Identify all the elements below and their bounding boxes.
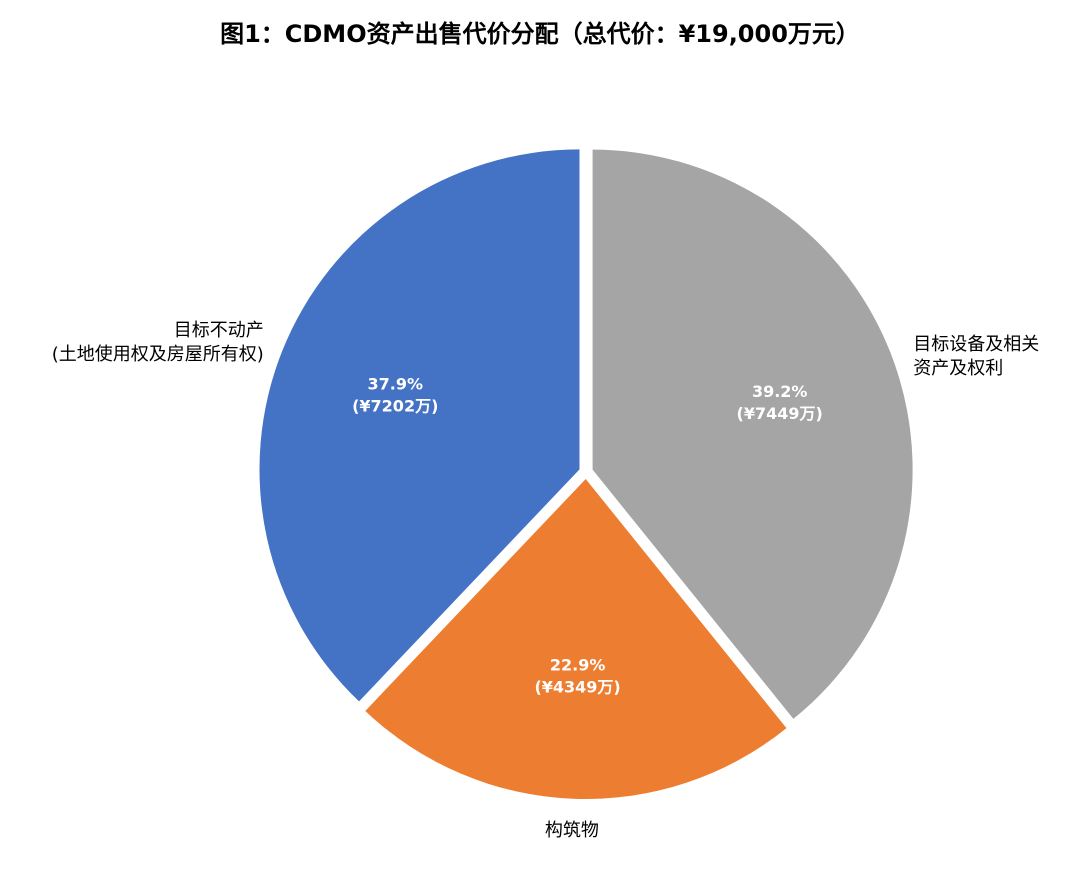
category-label: 目标设备及相关 资产及权利 — [913, 333, 1040, 379]
value-label: (¥7449万) — [737, 404, 823, 423]
value-label: (¥7202万) — [352, 396, 438, 415]
value-label: (¥4349万) — [534, 678, 620, 697]
category-label: 目标不动产 (土地使用权及房屋所有权) — [51, 320, 264, 366]
category-label: 构筑物 — [544, 819, 599, 841]
pie-slice — [259, 149, 580, 702]
chart-title: 图1：CDMO资产出售代价分配（总代价：¥19,000万元） — [220, 20, 860, 48]
pie-slice — [592, 149, 913, 719]
value-label: 37.9% — [367, 374, 423, 393]
value-label: 39.2% — [752, 382, 808, 401]
value-label: 22.9% — [550, 656, 606, 675]
pie-slice — [365, 478, 787, 799]
